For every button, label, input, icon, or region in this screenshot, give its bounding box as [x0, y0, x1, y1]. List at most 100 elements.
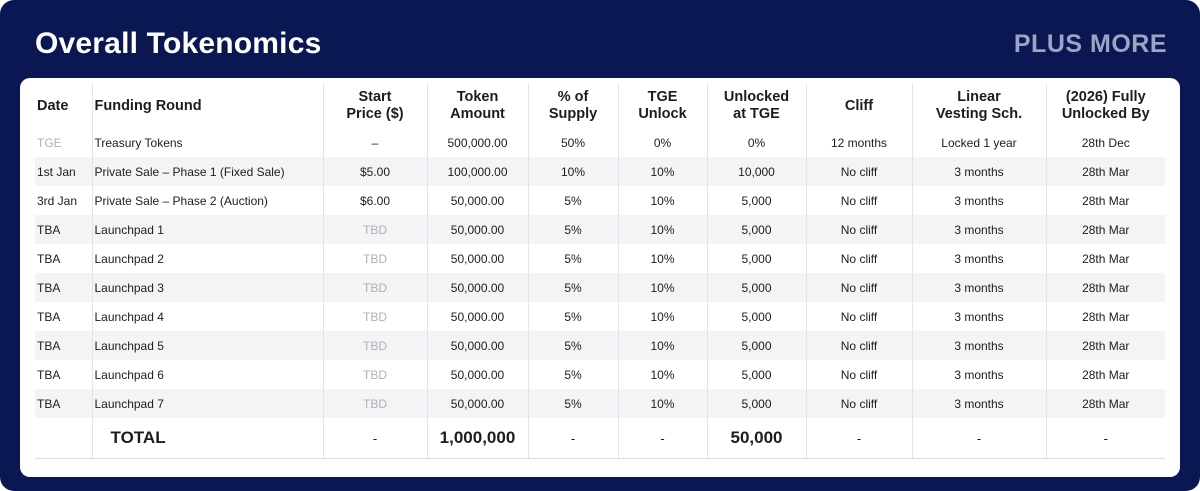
table-cell: – — [322, 128, 427, 157]
table-cell: 100,000.00 — [426, 157, 528, 186]
table-cell: Launchpad 5 — [91, 331, 323, 360]
table-cell: 50,000.00 — [426, 331, 528, 360]
table-cell: 28th Mar — [1045, 360, 1165, 389]
table-cell: 5,000 — [706, 389, 806, 418]
table-cell: 3 months — [911, 331, 1046, 360]
table-cell: TBD — [322, 302, 427, 331]
table-cell: No cliff — [805, 331, 912, 360]
column-header: Start Price ($) — [322, 84, 427, 128]
table-cell: 28th Mar — [1045, 215, 1165, 244]
table-cell: 3 months — [911, 215, 1046, 244]
tokenomics-table: Date Funding Round Start Price ($) Token Am… — [35, 84, 1165, 459]
table-row: TBA Launchpad 7 TBD 50,000.00 5% 10% 5,000 No c… — [35, 389, 1165, 418]
table-cell: 0% — [617, 128, 707, 157]
table-cell: Launchpad 6 — [91, 360, 323, 389]
table-cell: 1st Jan — [35, 157, 92, 186]
table-cell: 0% — [706, 128, 806, 157]
table-row: TBA Launchpad 6 TBD 50,000.00 5% 10% 5,000 No c… — [35, 360, 1165, 389]
table-cell: 50,000.00 — [426, 302, 528, 331]
total-cell: 50,000 — [706, 418, 806, 459]
table-cell: TBA — [35, 389, 92, 418]
table-cell: No cliff — [805, 273, 912, 302]
table-cell: 3 months — [911, 157, 1046, 186]
table-cell: 5% — [527, 360, 618, 389]
table-cell: 5% — [527, 331, 618, 360]
table-cell: 50,000.00 — [426, 273, 528, 302]
total-cell: - — [805, 418, 912, 459]
table-cell: 5,000 — [706, 302, 806, 331]
table-cell: 3 months — [911, 244, 1046, 273]
total-cell: - — [911, 418, 1046, 459]
table-cell: 5% — [527, 302, 618, 331]
table-cell: 5,000 — [706, 360, 806, 389]
table-cell: Launchpad 3 — [91, 273, 323, 302]
table-cell: 10% — [617, 244, 707, 273]
table-cell: 5% — [527, 244, 618, 273]
table-cell: 28th Mar — [1045, 157, 1165, 186]
table-cell: Launchpad 4 — [91, 302, 323, 331]
table-cell: No cliff — [805, 389, 912, 418]
table-row: 1st Jan Private Sale – Phase 1 (Fixed Sal… — [35, 157, 1165, 186]
table-cell: 10% — [617, 157, 707, 186]
table-cell: $6.00 — [322, 186, 427, 215]
table-row: TBA Launchpad 5 TBD 50,000.00 5% 10% 5,000 No c… — [35, 331, 1165, 360]
table-cell: 3 months — [911, 273, 1046, 302]
table-cell: Launchpad 2 — [91, 244, 323, 273]
table-cell: 50,000.00 — [426, 186, 528, 215]
column-header: Date — [37, 97, 69, 114]
table-cell: 28th Mar — [1045, 186, 1165, 215]
table-cell: 3 months — [911, 186, 1046, 215]
table-cell: No cliff — [805, 302, 912, 331]
table-cell: 3 months — [911, 302, 1046, 331]
table-cell: 28th Mar — [1045, 244, 1165, 273]
table-cell: No cliff — [805, 186, 912, 215]
table-cell: 5,000 — [706, 215, 806, 244]
total-cell: TOTAL — [91, 418, 323, 459]
table-cell: TBA — [35, 273, 92, 302]
table-cell: Locked 1 year — [911, 128, 1046, 157]
table-cell: 3rd Jan — [37, 193, 78, 208]
table-cell: $5.00 — [322, 157, 427, 186]
total-cell: - — [1045, 418, 1165, 459]
header-row: Date Funding Round Start Price ($) Token Am… — [35, 84, 1165, 128]
table-row: TBA Launchpad 3 TBD 50,000.00 5% 10% 5,000 No c… — [35, 273, 1165, 302]
table-cell: TBA — [35, 331, 92, 360]
table-cell: TBD — [322, 215, 427, 244]
table-cell: 12 months — [805, 128, 912, 157]
table-cell: No cliff — [805, 157, 912, 186]
table-cell: Treasury Tokens — [91, 128, 323, 157]
table-card: Date Funding Round Start Price ($) Token Am… — [20, 78, 1180, 477]
table-row: TBA Launchpad 2 TBD 50,000.00 5% 10% 5,000 No c… — [35, 244, 1165, 273]
table-cell: TBD — [322, 273, 427, 302]
table-cell: 50,000.00 — [426, 244, 528, 273]
table-cell: 5% — [527, 273, 618, 302]
table-cell: 10,000 — [706, 157, 806, 186]
table-cell: 10% — [617, 215, 707, 244]
total-cell: - — [527, 418, 618, 459]
table-cell: 500,000.00 — [426, 128, 528, 157]
table-cell: 28th Mar — [1045, 273, 1165, 302]
column-header: Unlocked at TGE — [706, 84, 806, 128]
table-cell: 10% — [617, 186, 707, 215]
table-cell: 5% — [527, 389, 618, 418]
column-header: % of Supply — [527, 84, 618, 128]
table-cell: 5,000 — [706, 273, 806, 302]
column-header: Funding Round — [91, 84, 323, 128]
column-header: Cliff — [805, 84, 912, 128]
table-cell: TBA — [35, 215, 92, 244]
table-cell: Private Sale – Phase 1 (Fixed Sale) — [91, 157, 323, 186]
table-cell: 50,000.00 — [426, 215, 528, 244]
column-header: Token Amount — [426, 84, 528, 128]
table-cell: 3 months — [911, 360, 1046, 389]
table-cell: 10% — [617, 360, 707, 389]
brand-logo: PLUS MORE — [1013, 30, 1167, 58]
total-cell: - — [617, 418, 707, 459]
table-row: TBA Launchpad 4 TBD 50,000.00 5% 10% 5,000 No c… — [35, 302, 1165, 331]
table-cell: 50,000.00 — [426, 389, 528, 418]
table-cell: TBD — [322, 244, 427, 273]
table-cell: 10% — [617, 331, 707, 360]
table-cell: 10% — [617, 273, 707, 302]
table-row: 3rd Jan Private Sale – Phase 2 (Auction) $… — [35, 186, 1165, 215]
table-row: TBA Launchpad 1 TBD 50,000.00 5% 10% 5,000 No c… — [35, 215, 1165, 244]
table-body: TGE Treasury Tokens –500,000.00 50% 0% 0% 12 m… — [35, 128, 1165, 459]
